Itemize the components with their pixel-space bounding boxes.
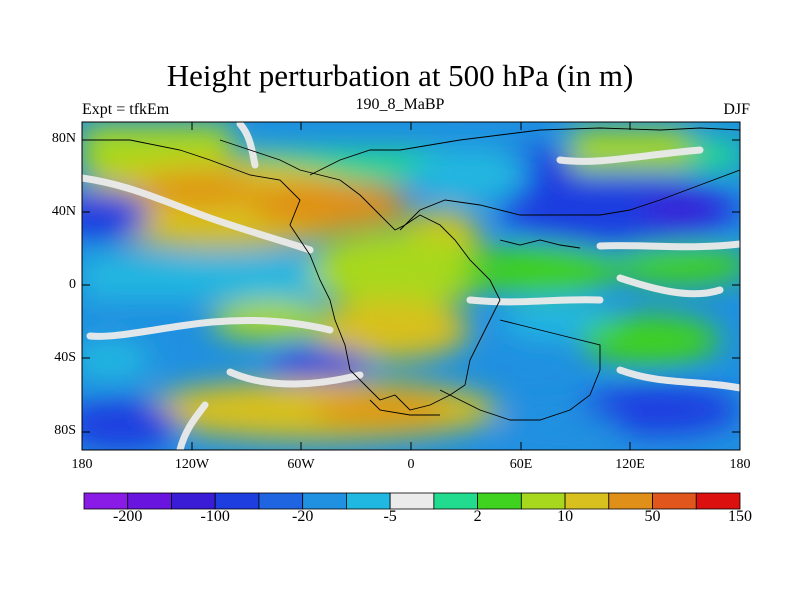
colorbar-label: 10	[557, 508, 574, 525]
colorbar-swatch	[171, 492, 216, 510]
colorbar-label: -20	[291, 508, 314, 525]
colorbar-swatch	[127, 492, 172, 510]
lon-label-180w: 180	[71, 457, 93, 472]
colorbar-swatch	[83, 492, 129, 510]
lon-label-60e: 60E	[509, 457, 533, 472]
colorbar-swatch	[258, 492, 304, 510]
colorbar-swatch	[345, 492, 391, 510]
colorbar-swatch	[695, 492, 741, 510]
lat-label-40n: 40N	[51, 204, 76, 219]
colorbar-label: -200	[113, 508, 143, 525]
height-field	[82, 122, 740, 450]
colorbar-label: 150	[728, 508, 752, 525]
colorbar-label: 2	[473, 508, 482, 525]
colorbar-swatch	[652, 492, 697, 510]
lon-label-0: 0	[407, 457, 415, 472]
lat-label-80s: 80S	[54, 423, 76, 438]
experiment-label: Expt = tfkEm	[82, 101, 170, 118]
lon-label-120e: 120E	[615, 457, 645, 472]
lat-label-80n: 80N	[51, 131, 76, 146]
run-label: 190_8_MaBP	[355, 96, 445, 113]
colorbar-swatch	[564, 492, 610, 510]
colorbar-label: -5	[383, 508, 397, 525]
colorbar-swatch	[520, 492, 566, 510]
lon-label-60w: 60W	[287, 457, 315, 472]
colorbar-swatch	[214, 492, 260, 510]
map-title: Height perturbation at 500 hPa (in m)	[166, 58, 634, 93]
colorbar-swatch	[477, 492, 522, 510]
colorbar	[83, 492, 741, 510]
lon-label-180e: 180	[729, 457, 751, 472]
season-label: DJF	[723, 101, 750, 118]
lat-label-40s: 40S	[54, 350, 76, 365]
colorbar-label: -100	[200, 508, 230, 525]
lon-label-120w: 120W	[174, 457, 210, 472]
colorbar-swatch	[608, 492, 653, 510]
colorbar-swatch	[433, 492, 479, 510]
colorbar-label: 50	[644, 508, 661, 525]
lat-label-0: 0	[69, 277, 76, 292]
colorbar-swatch	[389, 492, 435, 510]
colorbar-swatch	[302, 492, 347, 510]
